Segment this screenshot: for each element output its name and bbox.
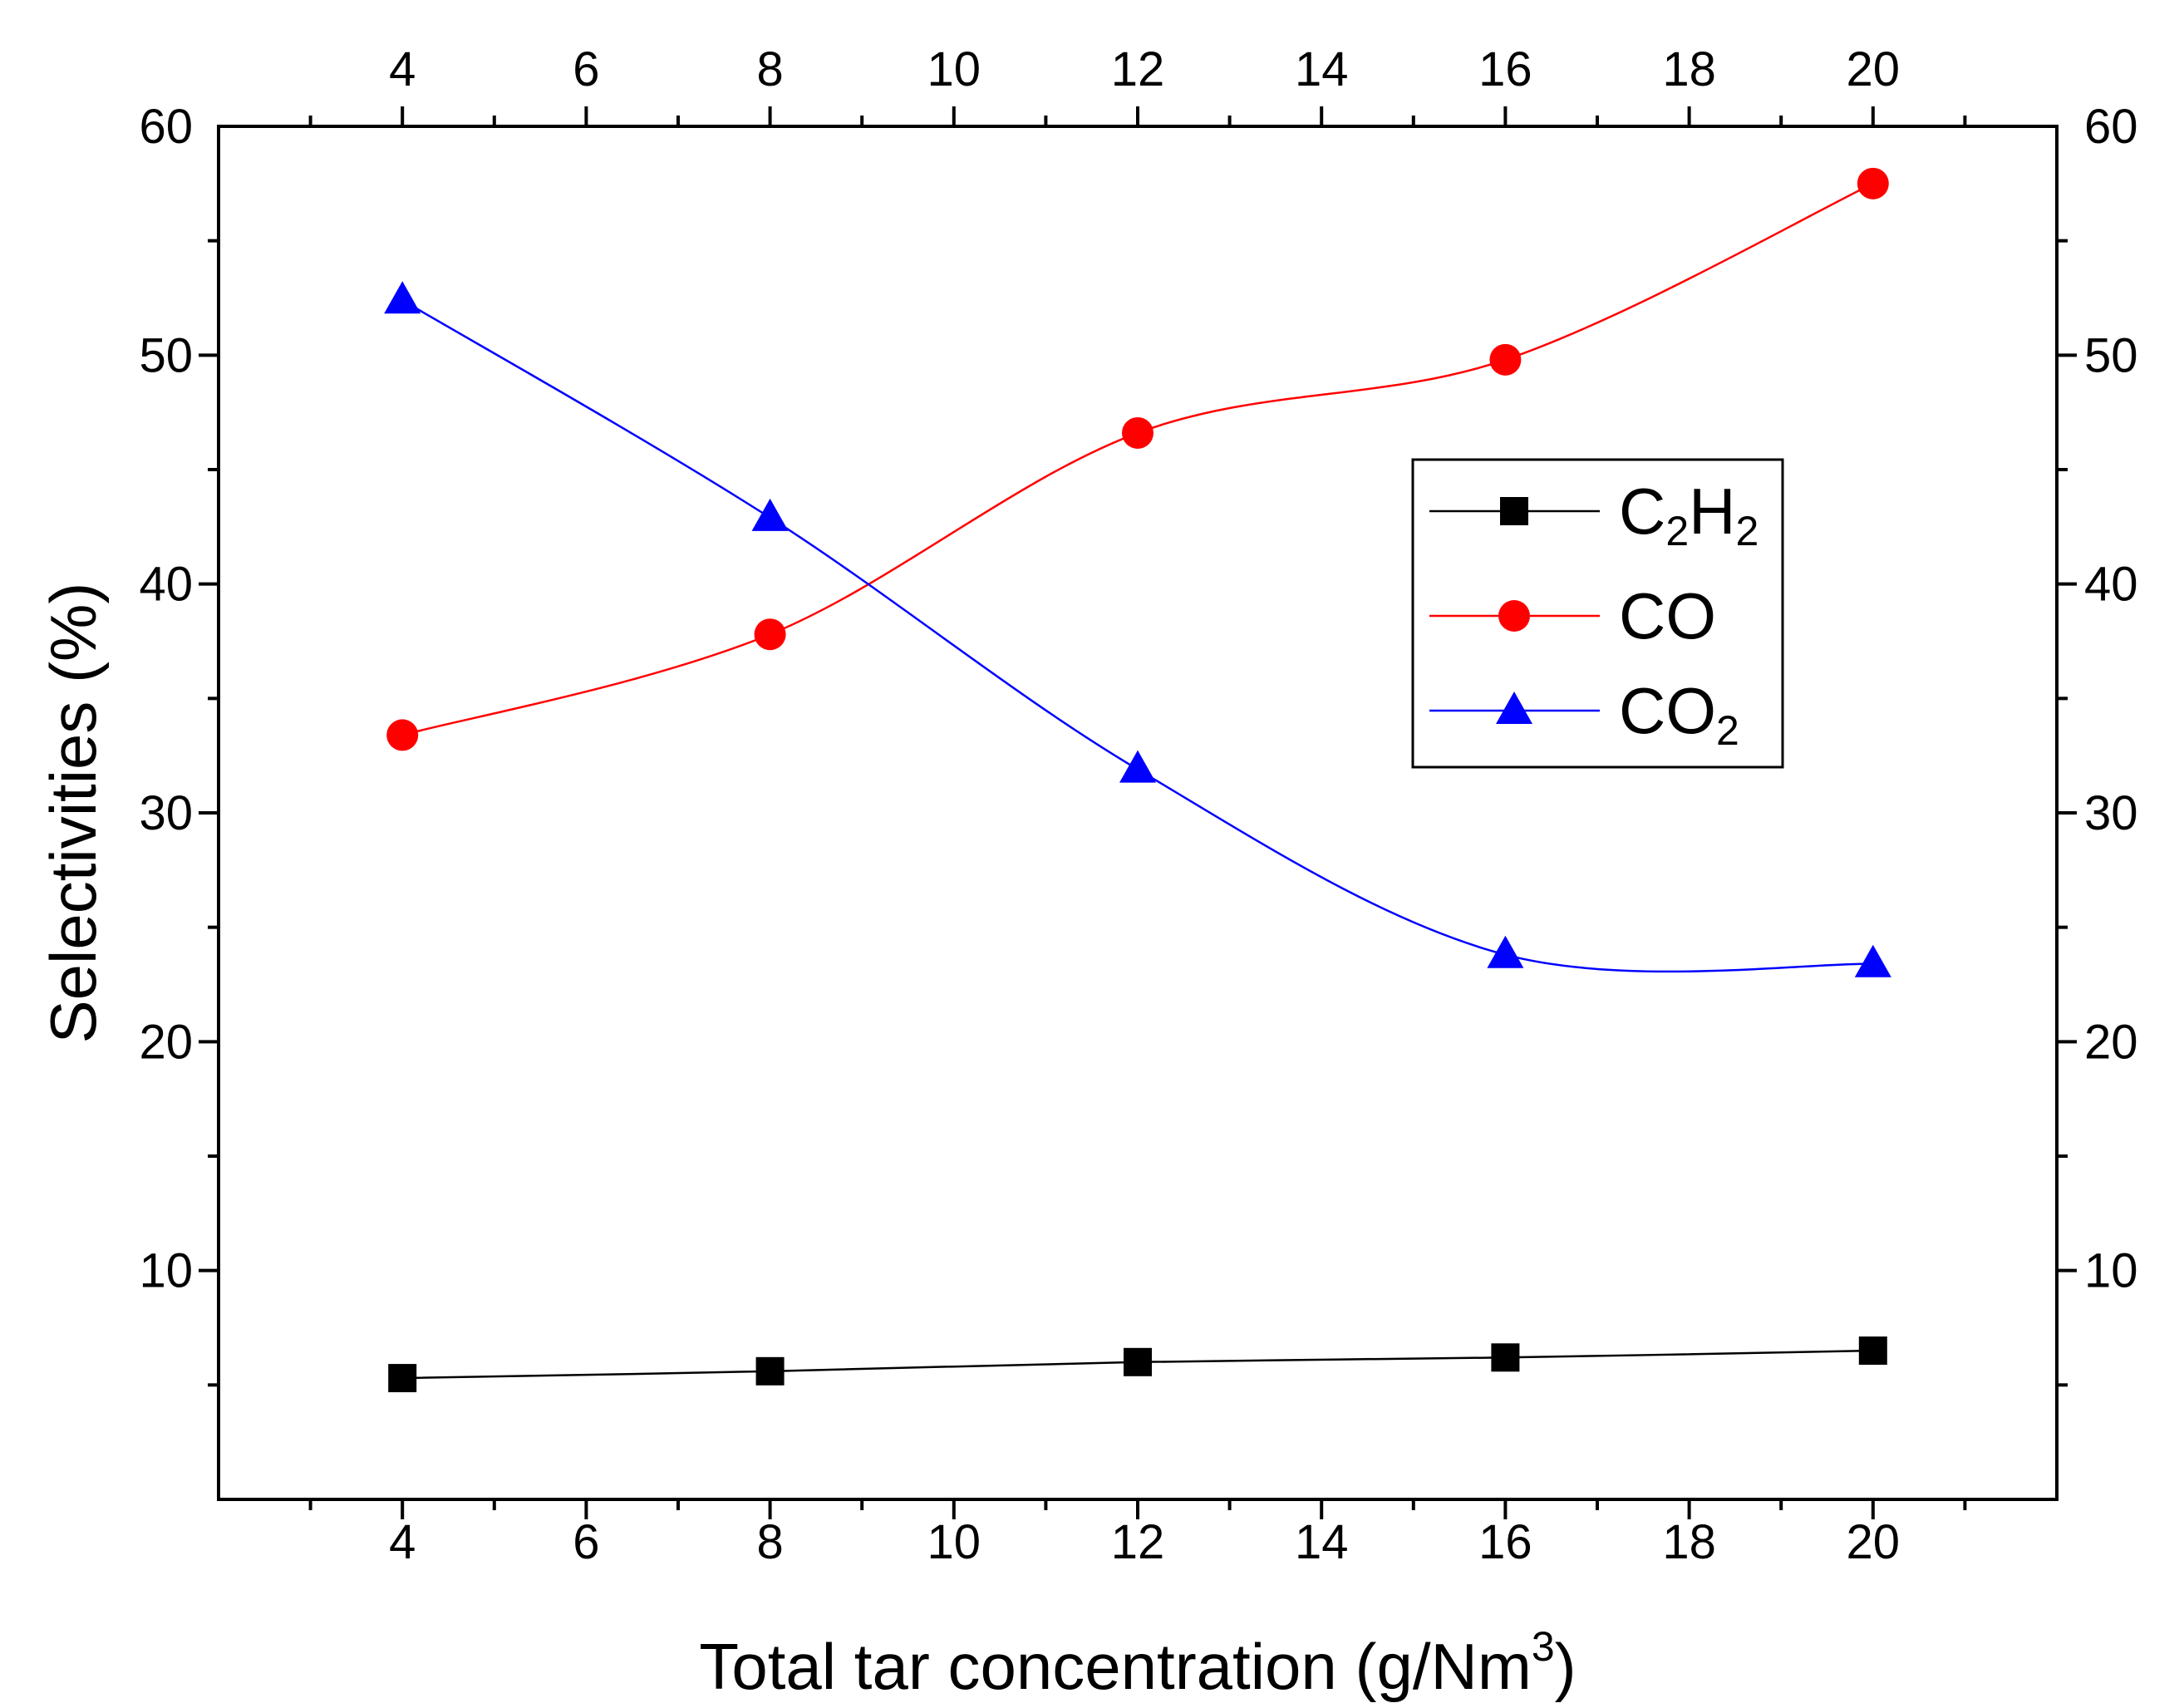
x-tick-label-bottom: 16	[1478, 1515, 1532, 1569]
data-point-co2	[1119, 750, 1156, 783]
y-tick-label-left: 60	[139, 100, 193, 154]
series-layer	[384, 167, 1891, 1393]
y-tick-label-left: 50	[139, 328, 193, 382]
y-axis-title: Selectivities (%)	[37, 583, 110, 1044]
axis-ticks	[199, 106, 2077, 1519]
data-point-co	[1122, 416, 1153, 449]
data-point-co	[1857, 167, 1889, 199]
y-tick-label-left: 40	[139, 558, 193, 612]
legend-marker-co	[1498, 600, 1530, 632]
x-tick-label-top: 12	[1111, 42, 1165, 96]
data-point-co	[1489, 343, 1522, 376]
x-tick-label-bottom: 14	[1295, 1515, 1349, 1569]
data-point-c2h2	[755, 1356, 785, 1386]
axis-tick-labels: 4 4 6 6 8 8 10 10 12 12 14 14 16 16 18 18 20 20 10 10 20 20 30…	[139, 42, 2137, 1569]
legend: C2H2 CO CO2	[1411, 458, 1784, 769]
y-tick-label-right: 30	[2084, 786, 2138, 840]
plot-frame	[217, 125, 2059, 1501]
y-tick-label-left: 30	[139, 786, 193, 840]
data-point-co2	[751, 498, 789, 531]
x-axis-title: Total tar concentration (g/Nm3)	[699, 1623, 1576, 1703]
y-tick-label-right: 10	[2084, 1244, 2138, 1298]
x-tick-label-top: 10	[927, 42, 981, 96]
data-point-co2	[384, 281, 421, 314]
data-point-c2h2	[1491, 1343, 1520, 1372]
y-tick-label-right: 40	[2084, 558, 2138, 612]
data-point-c2h2	[388, 1364, 417, 1393]
x-tick-label-bottom: 4	[389, 1515, 416, 1569]
legend-label-co2: CO2	[1619, 674, 1739, 754]
x-tick-label-bottom: 6	[573, 1515, 599, 1569]
x-tick-label-top: 6	[573, 42, 599, 96]
data-point-co2	[1854, 944, 1891, 977]
y-tick-label-right: 60	[2084, 100, 2138, 154]
legend-marker-c2h2	[1500, 497, 1528, 525]
data-point-co	[386, 719, 419, 751]
data-point-co	[754, 618, 786, 651]
y-tick-label-right: 20	[2084, 1015, 2138, 1069]
data-point-co2	[1487, 935, 1524, 968]
x-axis-title-end: )	[1555, 1630, 1577, 1703]
x-tick-label-bottom: 12	[1111, 1515, 1165, 1569]
x-tick-label-top: 8	[756, 42, 783, 96]
x-axis-title-superscript: 3	[1532, 1623, 1555, 1670]
legend-marker-co2	[1496, 692, 1532, 724]
x-tick-label-bottom: 8	[756, 1515, 783, 1569]
legend-label-c2h2: C2H2	[1619, 475, 1759, 554]
x-tick-label-bottom: 18	[1662, 1515, 1716, 1569]
y-tick-label-right: 50	[2084, 328, 2138, 382]
x-tick-label-bottom: 10	[927, 1515, 981, 1569]
x-tick-label-top: 4	[389, 42, 416, 96]
data-point-c2h2	[1124, 1347, 1152, 1376]
x-axis-title-main: Total tar concentration (g/Nm	[699, 1630, 1531, 1703]
legend-label-co: CO	[1619, 579, 1716, 652]
data-point-c2h2	[1858, 1336, 1887, 1366]
x-tick-label-bottom: 20	[1847, 1515, 1901, 1569]
y-tick-label-left: 20	[139, 1015, 193, 1069]
x-tick-label-top: 20	[1847, 42, 1901, 96]
y-tick-label-left: 10	[139, 1244, 193, 1298]
x-tick-label-top: 18	[1662, 42, 1716, 96]
x-tick-label-top: 14	[1295, 42, 1349, 96]
x-tick-label-top: 16	[1478, 42, 1532, 96]
